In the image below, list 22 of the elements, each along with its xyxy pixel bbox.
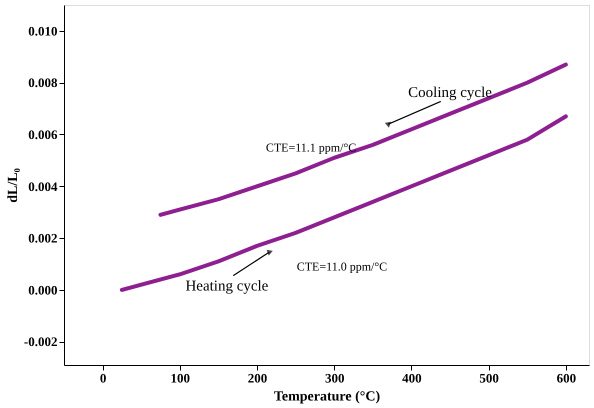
x-tick-label: 200: [248, 370, 268, 386]
line-series: [120, 114, 568, 292]
annotation: CTE=11.1 ppm/°C: [266, 140, 356, 154]
x-tick-label: 400: [402, 370, 422, 386]
annotation: CTE=11.0 ppm/°C: [296, 260, 388, 274]
x-tick-label: 100: [170, 370, 190, 386]
annotation: Heating cycle: [185, 278, 269, 295]
y-tick-label: -0.002: [24, 334, 58, 350]
x-axis-title: Temperature (°C): [274, 390, 380, 404]
x-tick-label: 600: [556, 370, 576, 386]
y-tick-label: 0.000: [28, 282, 58, 298]
y-tick-label: 0.002: [28, 230, 58, 246]
annotation: Cooling cycle: [408, 84, 492, 101]
x-tick-label: 0: [100, 370, 106, 386]
y-tick-label: 0.010: [28, 23, 58, 38]
y-axis-title: dL/L₀: [6, 168, 21, 203]
x-tick-label: 500: [479, 370, 499, 386]
y-tick-label: 0.008: [28, 75, 58, 90]
line-series: [158, 62, 568, 217]
y-tick-label: 0.004: [28, 178, 58, 194]
x-tick-label: 300: [324, 370, 344, 386]
y-tick-label: 0.006: [28, 126, 58, 142]
